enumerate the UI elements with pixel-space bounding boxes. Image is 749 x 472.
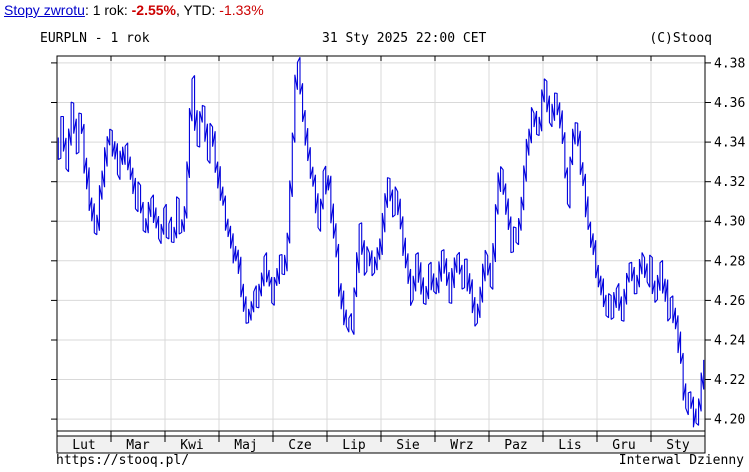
return-ytd-value: -1.33% — [219, 2, 264, 18]
source-url: https://stooq.pl/ — [56, 453, 190, 468]
x-axis-month-label: Sty — [666, 438, 690, 453]
returns-sep2: , YTD: — [175, 2, 220, 18]
chart-copyright: (C)Stooq — [649, 31, 712, 46]
x-axis-month-label: Paz — [504, 438, 527, 453]
x-axis-month-label: Lis — [558, 438, 581, 453]
y-axis-label: 4.24 — [714, 334, 745, 349]
interval-label: Interwal Dzienny — [618, 453, 744, 468]
chart-timestamp: 31 Sty 2025 22:00 CET — [322, 31, 487, 46]
y-axis-label: 4.28 — [714, 254, 745, 269]
x-axis-month-label: Mar — [126, 438, 150, 453]
returns-bar: Stopy zwrotu: 1 rok: -2.55%, YTD: -1.33% — [4, 2, 264, 18]
y-axis-label: 4.30 — [714, 215, 745, 230]
x-axis-month-label: Sie — [396, 438, 420, 453]
x-axis-month-label: Maj — [234, 438, 257, 453]
y-axis-label: 4.32 — [714, 175, 745, 190]
y-axis-label: 4.34 — [714, 136, 745, 151]
y-axis-label: 4.20 — [714, 413, 745, 428]
x-axis-month-label: Cze — [288, 438, 312, 453]
returns-link[interactable]: Stopy zwrotu — [4, 2, 85, 18]
return-1-year-value: -2.55% — [131, 2, 176, 18]
y-axis-label: 4.38 — [714, 56, 745, 71]
returns-sep1: : 1 rok: — [84, 2, 132, 18]
chart-title: EURPLN - 1 rok — [40, 31, 150, 46]
x-axis-month-label: Wrz — [450, 438, 473, 453]
plot-frame — [56, 55, 706, 432]
chart-header: EURPLN - 1 rok 31 Sty 2025 22:00 CET (C)… — [0, 31, 749, 46]
x-axis-month-label: Kwi — [180, 438, 203, 453]
x-axis-month-label: Gru — [612, 438, 635, 453]
y-axis-label: 4.22 — [714, 373, 745, 388]
y-axis-label: 4.36 — [714, 96, 745, 111]
price-series-path — [57, 56, 705, 428]
x-axis-month-label: Lut — [72, 438, 95, 453]
x-axis-month-label: Lip — [342, 438, 366, 453]
y-axis-label: 4.26 — [714, 294, 745, 309]
